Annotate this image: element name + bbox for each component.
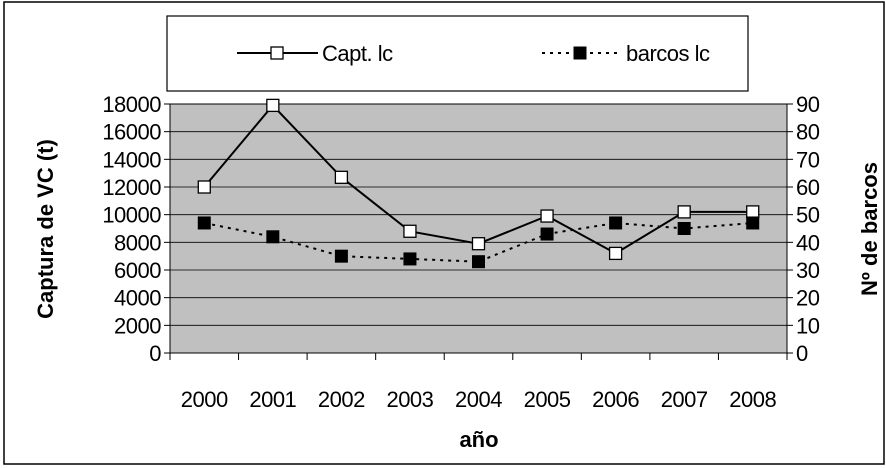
y-tick-label: 16000	[102, 120, 161, 145]
y-tick-label: 4000	[114, 286, 161, 311]
x-axis-title: año	[459, 427, 498, 452]
data-point-capt	[746, 205, 760, 219]
y2-tick-label: 70	[796, 147, 820, 172]
axes	[164, 103, 793, 360]
x-tick-label: 2003	[386, 387, 433, 412]
y2-tick-label: 0	[796, 341, 808, 366]
x-tick-label: 2005	[524, 387, 571, 412]
data-point-barcos	[540, 227, 554, 241]
legend-swatch-barcos-marker	[573, 46, 587, 60]
y2-axis-title: Nº de barcos	[857, 162, 882, 296]
data-point-barcos	[403, 252, 417, 266]
y-axis-title: Captura de VC (t)	[33, 139, 58, 319]
data-point-barcos	[746, 216, 760, 230]
y2-tick-label: 20	[796, 286, 820, 311]
y2-tick-label: 10	[796, 313, 820, 338]
gridlines	[170, 103, 787, 326]
data-point-barcos	[334, 249, 348, 263]
legend-swatch-capt-marker	[270, 46, 284, 60]
data-point-capt	[403, 224, 417, 238]
data-point-barcos	[472, 255, 485, 269]
data-point-capt	[540, 209, 554, 223]
x-tick-label: 2004	[455, 387, 502, 412]
y2-tick-label: 30	[796, 258, 820, 283]
y-tick-label: 8000	[114, 230, 161, 255]
plot-area	[169, 103, 788, 354]
x-axis-ticks: 2000 2001 2002 2003 2004 2005 2006 2007 2008	[181, 387, 777, 412]
y-tick-label: 14000	[102, 147, 161, 172]
legend-item-capt: Capt. lc	[237, 41, 394, 66]
data-point-capt	[197, 180, 211, 194]
data-point-capt	[608, 246, 623, 261]
data-point-barcos	[197, 216, 211, 230]
data-point-barcos	[266, 230, 280, 244]
y-tick-label: 2000	[114, 313, 161, 338]
y2-tick-label: 60	[796, 175, 820, 200]
legend-label-capt: Capt. lc	[322, 41, 393, 66]
series-markers	[197, 98, 760, 269]
x-tick-label: 2006	[592, 387, 639, 412]
data-point-capt	[471, 237, 486, 251]
y2-tick-label: 90	[796, 92, 820, 117]
y-tick-label: 10000	[102, 203, 161, 228]
data-point-capt	[677, 205, 691, 219]
data-point-barcos	[677, 222, 691, 235]
data-point-barcos	[609, 216, 623, 230]
y-tick-label: 12000	[102, 175, 161, 200]
x-tick-label: 2000	[181, 387, 228, 412]
y-tick-label: 0	[149, 341, 161, 366]
legend-label-barcos: barcos lc	[626, 41, 710, 66]
y2-tick-label: 40	[796, 230, 820, 255]
x-tick-label: 2001	[249, 387, 296, 412]
y2-tick-label: 80	[796, 120, 820, 145]
legend: Capt. lc barcos lc	[166, 15, 749, 92]
x-tick-label: 2008	[729, 387, 776, 412]
x-tick-label: 2007	[661, 387, 708, 412]
y-tick-label: 6000	[114, 258, 161, 283]
data-point-capt	[334, 170, 349, 184]
data-point-capt	[266, 98, 280, 113]
x-tick-label: 2002	[318, 387, 365, 412]
y-tick-label: 18000	[102, 92, 161, 117]
y2-tick-label: 50	[796, 203, 820, 228]
legend-item-barcos: barcos lc	[542, 41, 711, 66]
